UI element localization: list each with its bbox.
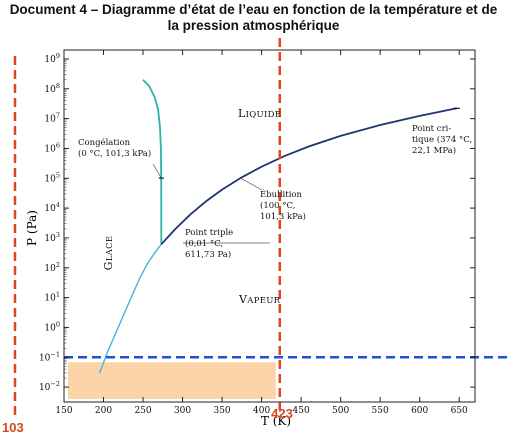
annotations: Point triple(0,01 °C,611,73 Pa) Ébullitio… (78, 107, 472, 306)
congelation-label: Congélation (78, 137, 131, 148)
shaded-zone (68, 362, 276, 399)
y-tick-label: 107 (44, 112, 60, 125)
ebullition-label: (100 °C, (260, 200, 295, 211)
y-tick-label: 10−2 (39, 380, 60, 393)
x-tick-label: 400 (253, 406, 270, 416)
y-axis-label: P (Pa) (25, 210, 39, 246)
point-critique-label: Point cri- (412, 124, 451, 134)
y-tick-label: 105 (44, 171, 60, 184)
point-triple-label: 611,73 Pa) (185, 249, 231, 260)
y-tick-label: 102 (44, 261, 60, 274)
x-tick-label: 150 (55, 406, 72, 416)
y-tick-label: 109 (44, 52, 60, 65)
ebullition-label: Ébullition (260, 188, 303, 200)
left-reference-label: 103 (2, 420, 24, 435)
congelation-pointer (152, 163, 162, 179)
y-tick-label: 104 (44, 201, 60, 214)
point-triple-label: (0,01 °C, (185, 238, 223, 249)
y-tick-label: 103 (44, 231, 60, 244)
x-tick-label: 450 (293, 406, 310, 416)
phase-curves (98, 79, 460, 374)
x-tick-label: 250 (134, 406, 151, 416)
document-title-line-1: Document 4 – Diagramme d’état de l’eau e… (9, 2, 498, 17)
x-tick-label: 200 (95, 406, 112, 416)
point-critique-label: 22,1 MPa) (412, 145, 456, 156)
axis-ticks: 150 200 250 300 350 400 450 500 550 600 650 10−2 10−… (39, 50, 475, 416)
y-tick-label: 100 (44, 320, 60, 333)
document-title-line-2: la pression atmosphérique (167, 18, 340, 33)
x-tick-label: 650 (451, 406, 468, 416)
vaporisation-curve (160, 107, 457, 245)
document-title: Document 4 – Diagramme d’état de l’eau e… (0, 2, 507, 34)
region-liquide: LIQUIDE (238, 107, 281, 120)
ebullition-pointer (240, 177, 263, 191)
y-tick-label: 10−1 (39, 350, 60, 363)
point-triple-label: Point triple (185, 228, 233, 238)
sublimation-curve (98, 243, 162, 374)
region-vapeur: VAPEUR (238, 293, 281, 306)
y-tick-label: 101 (44, 291, 60, 304)
point-critique-label: tique (374 °C, (412, 134, 472, 145)
x-tick-label: 500 (332, 406, 349, 416)
plot-frame (63, 49, 476, 403)
x-tick-label: 550 (372, 406, 389, 416)
y-tick-label: 108 (44, 82, 60, 95)
x-tick-label: 600 (411, 406, 428, 416)
x-axis-label: T (K) (261, 414, 291, 428)
right-reference-label: 423 (271, 406, 293, 421)
region-glace: GLACE (102, 236, 115, 271)
x-tick-label: 350 (213, 406, 230, 416)
ebullition-label: 101,3 kPa) (260, 211, 306, 222)
congelation-label: (0 °C, 101,3 kPa) (78, 148, 151, 159)
x-tick-label: 300 (174, 406, 191, 416)
y-tick-label: 106 (44, 141, 60, 154)
fusion-curve (142, 79, 163, 245)
